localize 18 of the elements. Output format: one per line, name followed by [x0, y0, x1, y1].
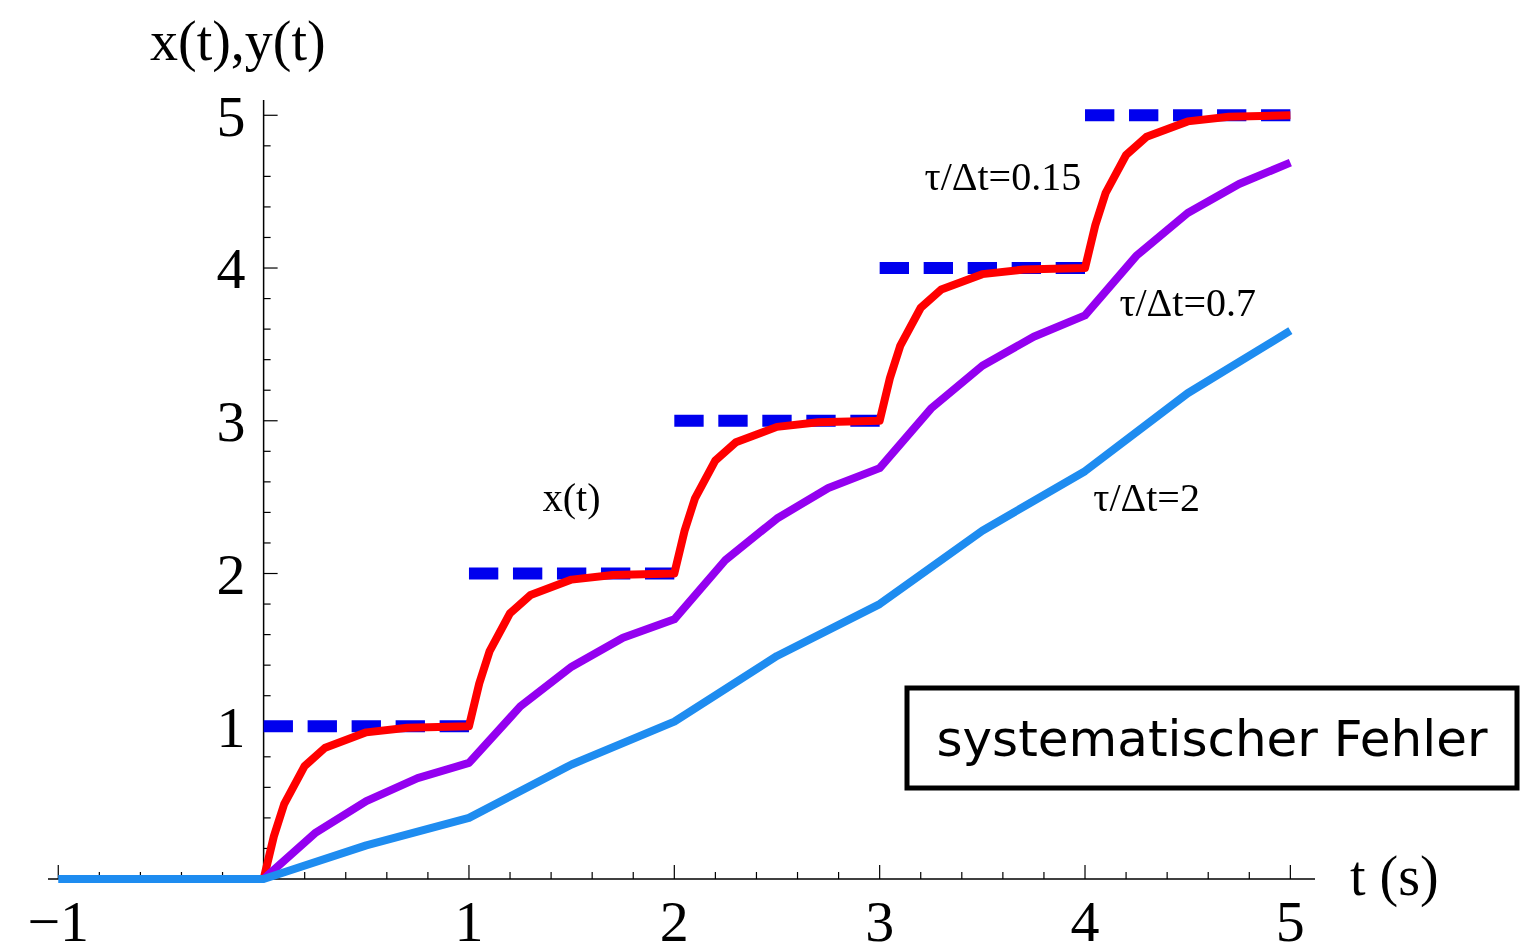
y-tick-label: 2 [216, 541, 246, 607]
x-tick-label: 2 [659, 889, 689, 946]
series-label: τ/Δt=0.15 [924, 154, 1082, 200]
y-tick-label: 4 [216, 236, 246, 302]
x-tick-label: −1 [27, 889, 90, 946]
y-tick-label: 5 [216, 83, 246, 149]
y-axis-title: x(t),y(t) [150, 10, 326, 73]
x-tick-label: 4 [1070, 889, 1100, 946]
series-label: τ/Δt=0.7 [1119, 279, 1256, 325]
x-axis-title: t (s) [1350, 845, 1439, 908]
x-tick-label: 5 [1275, 889, 1305, 946]
y-tick-label: 3 [216, 389, 246, 455]
x-tick-label: 1 [454, 889, 484, 946]
series-label: x(t) [542, 475, 601, 521]
series-label: τ/Δt=2 [1093, 475, 1200, 521]
y-tick-label: 1 [216, 694, 246, 760]
x-tick-label: 3 [865, 889, 895, 946]
annotation: systematischer Fehler [936, 709, 1488, 768]
